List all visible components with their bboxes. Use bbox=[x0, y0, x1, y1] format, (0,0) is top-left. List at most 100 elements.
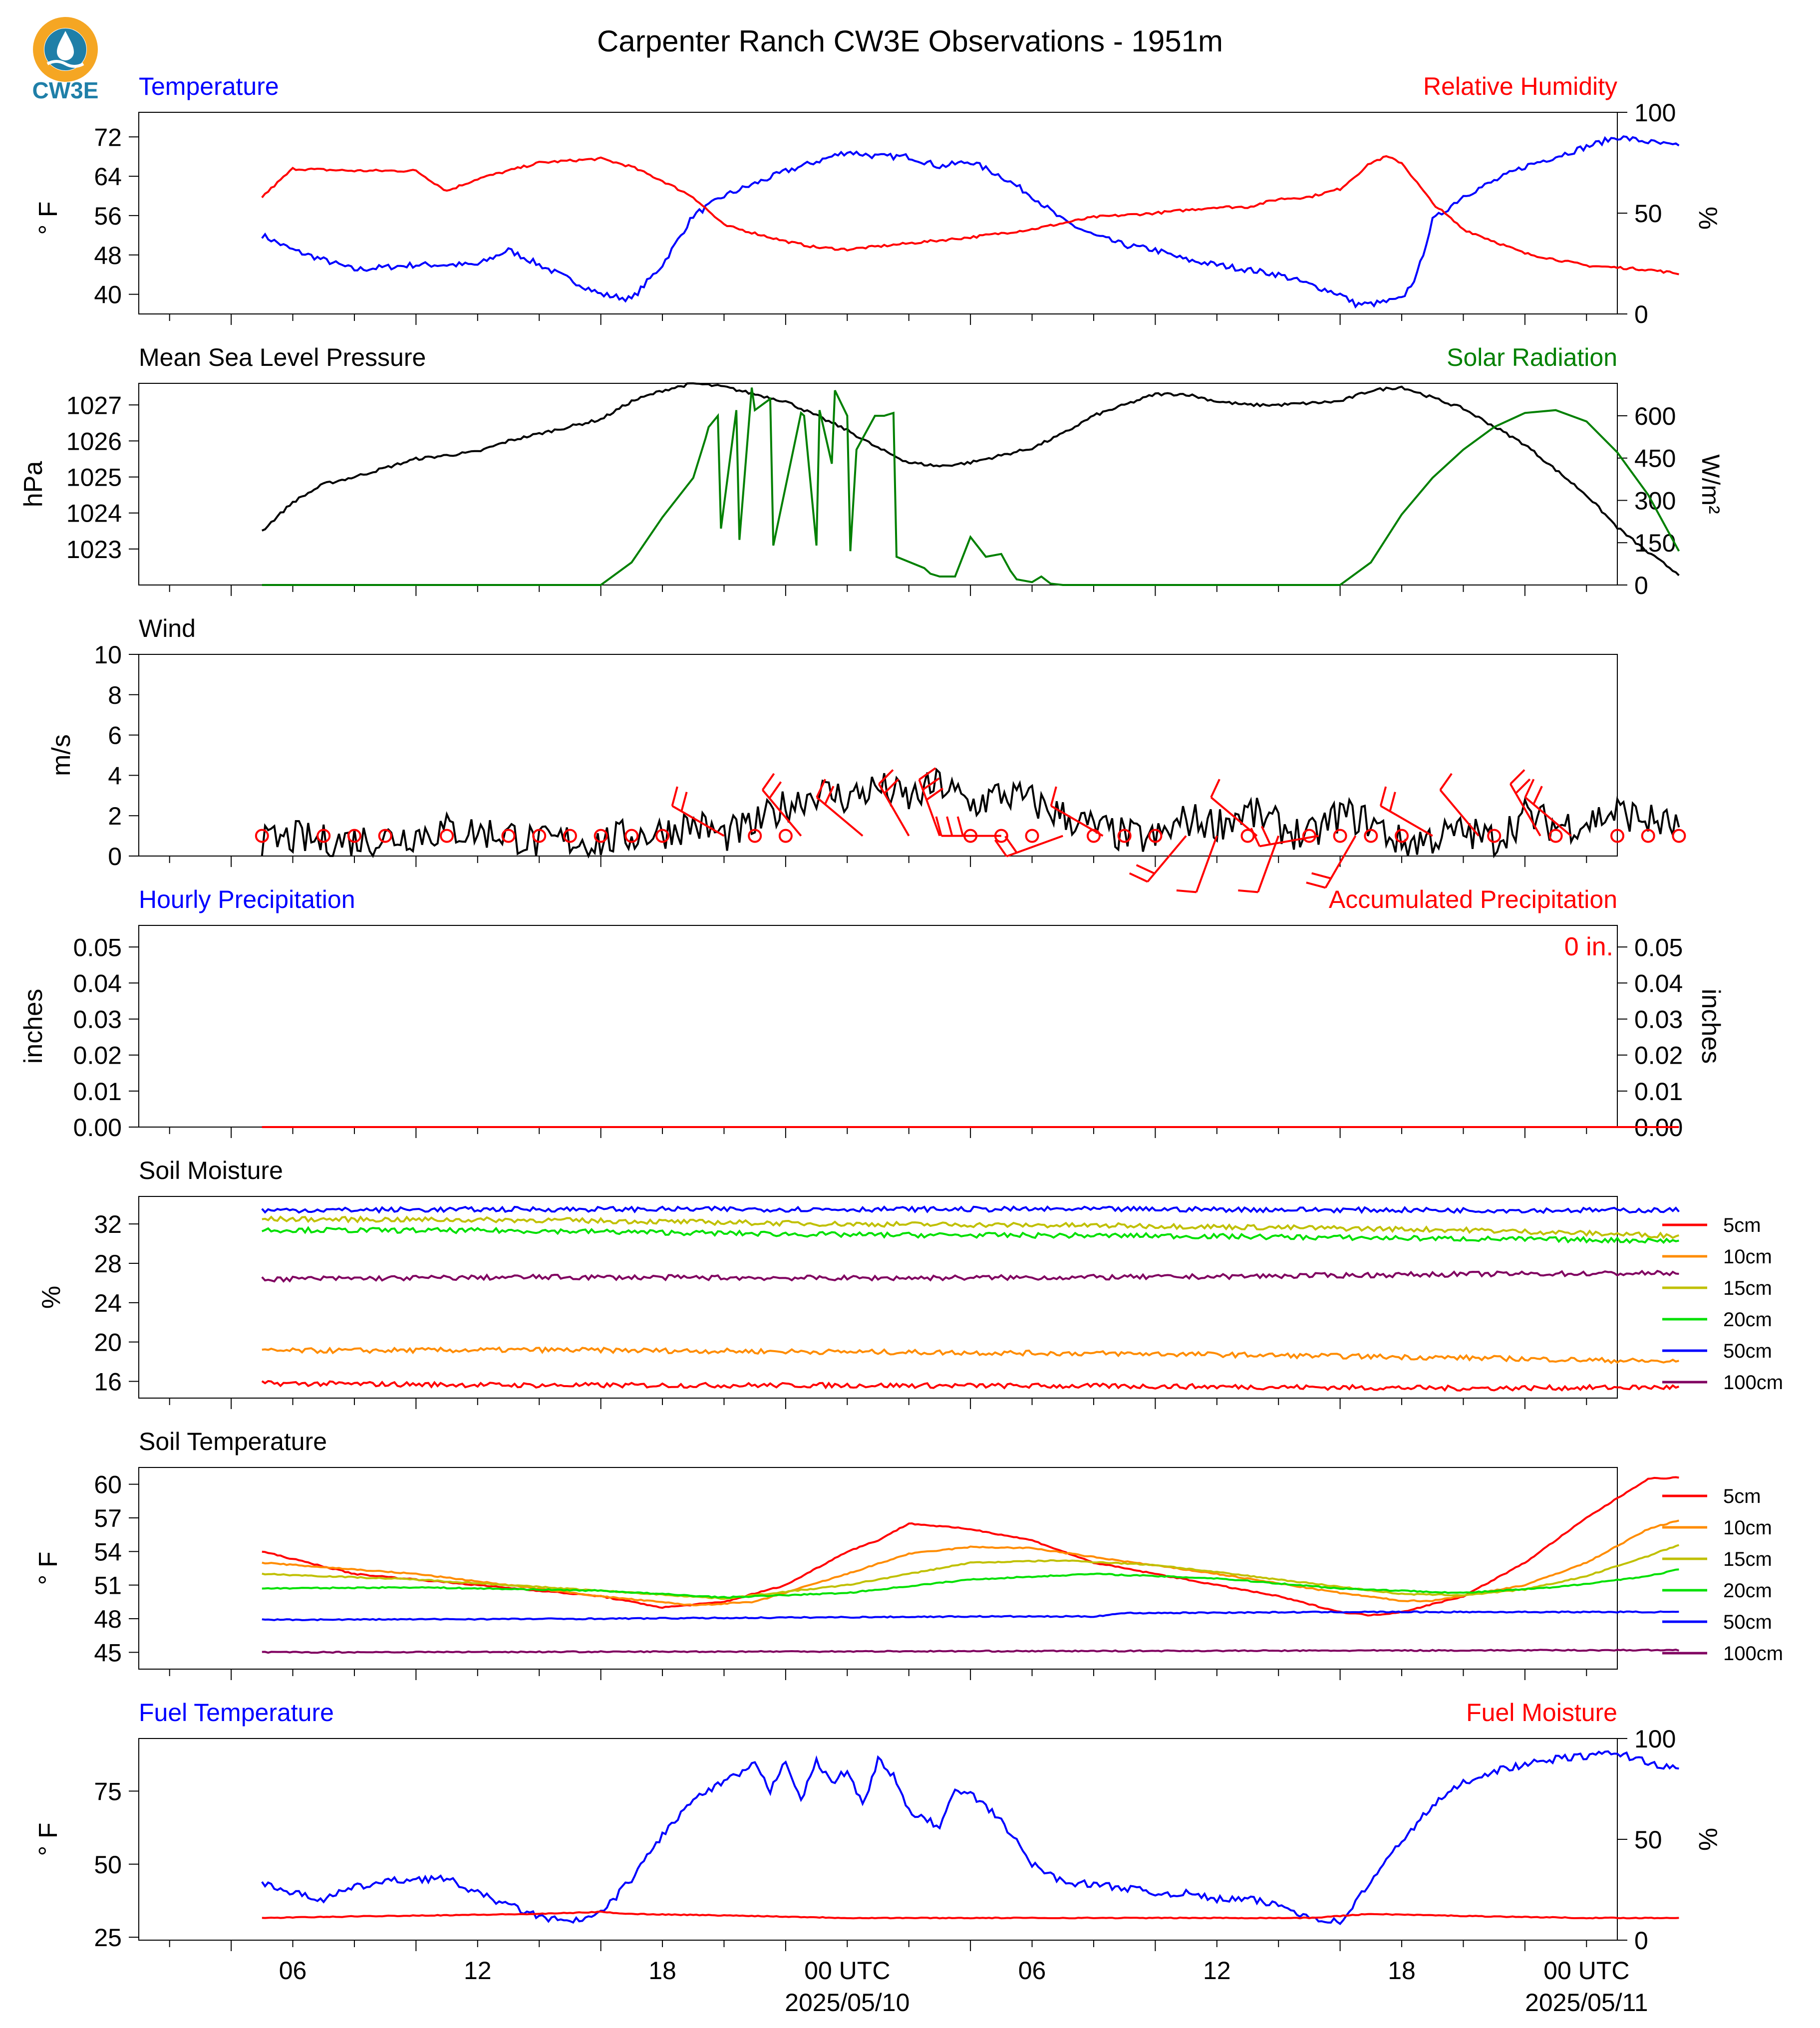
wind-barb-calm bbox=[1117, 829, 1132, 843]
wind-barb-calm bbox=[1548, 829, 1563, 843]
legend-label: 15cm bbox=[1723, 1277, 1772, 1299]
y-tick-label-right: 0.02 bbox=[1634, 1042, 1683, 1070]
wind-barb-calm bbox=[624, 829, 639, 843]
panel-precipitation: Hourly Precipitation Accumulated Precipi… bbox=[19, 885, 1725, 1142]
y-tick-label-right: 50 bbox=[1634, 200, 1662, 228]
wind-barb-calm bbox=[316, 829, 331, 843]
y-tick-label-left: 64 bbox=[94, 163, 122, 191]
wind-barb-calm bbox=[1672, 829, 1686, 843]
y-tick-label-right: 0 bbox=[1634, 300, 1648, 328]
cw3e-logo: CW3E bbox=[32, 17, 98, 103]
panel-left-title: Temperature bbox=[139, 72, 279, 100]
wind-barb-calm bbox=[501, 829, 516, 843]
legend: 5cm 10cm 15cm 20cm 50cm 100cm bbox=[1662, 1485, 1783, 1665]
y-axis-label-right: % bbox=[1693, 1828, 1722, 1851]
plot-frame bbox=[138, 1196, 1618, 1399]
x-tick-date-label: 2025/05/10 bbox=[785, 1989, 910, 2017]
wind-barb-flag bbox=[1379, 786, 1387, 807]
y-tick-label-left: 60 bbox=[94, 1471, 122, 1499]
wind-barb-flag bbox=[878, 769, 894, 785]
axis-ticks: 32 28 24 20 16 bbox=[94, 1210, 1587, 1409]
y-tick-label-left: 40 bbox=[94, 281, 122, 309]
axis-ticks: 60 57 54 51 48 45 bbox=[94, 1471, 1587, 1680]
legend-label: 50cm bbox=[1723, 1340, 1772, 1362]
y-tick-label-left: 16 bbox=[94, 1368, 122, 1396]
wind-barb-flag bbox=[1439, 773, 1453, 791]
y-tick-label-left: 0.04 bbox=[73, 969, 122, 997]
legend: 5cm 10cm 15cm 20cm 50cm 100cm bbox=[1662, 1214, 1783, 1394]
axis-ticks: 72 64 56 48 40 100 50 0 bbox=[94, 99, 1676, 328]
y-tick-label-right: 0.03 bbox=[1634, 1006, 1683, 1034]
series-line-15cm bbox=[262, 1215, 1680, 1239]
panel-left-title: Hourly Precipitation bbox=[139, 885, 355, 913]
y-tick-label-right: 0.01 bbox=[1634, 1078, 1683, 1106]
wind-barb-flag bbox=[816, 779, 826, 798]
series-line-5cm bbox=[261, 1380, 1680, 1392]
wind-barb-flag bbox=[1510, 769, 1525, 785]
y-tick-label-left: 25 bbox=[94, 1924, 122, 1952]
y-tick-label-left: 1024 bbox=[66, 500, 122, 528]
wind-barb-calm bbox=[748, 829, 762, 843]
y-axis-label-left: m/s bbox=[47, 734, 76, 776]
series-line-temperature bbox=[261, 135, 1680, 309]
series-line-wind-speed bbox=[261, 767, 1680, 859]
y-tick-label-left: 24 bbox=[94, 1289, 122, 1317]
wind-barb-flag bbox=[956, 816, 964, 837]
x-tick-label: 18 bbox=[1388, 1957, 1416, 1985]
series-group bbox=[261, 1750, 1679, 1925]
wind-barb-flag bbox=[768, 781, 782, 799]
y-tick-label-right: 450 bbox=[1634, 445, 1676, 473]
panel-left-title: Wind bbox=[139, 614, 196, 642]
wind-barb-calm bbox=[440, 829, 454, 843]
x-tick-label: 12 bbox=[1203, 1957, 1231, 1985]
series-line-5cm bbox=[262, 1476, 1679, 1617]
wind-barb-flag bbox=[1524, 779, 1535, 798]
wind-barb-shaft bbox=[1195, 835, 1218, 893]
plot-frame bbox=[138, 1738, 1618, 1941]
x-tick-label: 00 UTC bbox=[804, 1957, 890, 1985]
wind-barb-flag bbox=[946, 816, 953, 837]
y-tick-label-left: 48 bbox=[94, 242, 122, 270]
panel-wind: Wind m/s 10 8 6 4 2 0 bbox=[47, 614, 1686, 893]
series-line-fuel-moisture bbox=[262, 1910, 1679, 1920]
wind-barb-flag bbox=[671, 786, 678, 807]
x-tick-label: 18 bbox=[648, 1957, 676, 1985]
wind-barb-shaft bbox=[1050, 805, 1104, 837]
y-tick-label-right: 0.05 bbox=[1634, 933, 1683, 961]
y-tick-label-left: 4 bbox=[108, 762, 122, 790]
plot-frame bbox=[138, 383, 1618, 585]
series-line-50cm bbox=[261, 1205, 1680, 1214]
axis-ticks: 10 8 6 4 2 0 bbox=[94, 641, 1587, 870]
plot-frame bbox=[138, 112, 1618, 314]
y-tick-label-left: 0.03 bbox=[73, 1006, 122, 1034]
legend-label: 10cm bbox=[1723, 1246, 1772, 1268]
y-axis-label-left: ° F bbox=[34, 1551, 63, 1585]
y-tick-label-left: 0.00 bbox=[73, 1114, 122, 1142]
legend-label: 100cm bbox=[1723, 1372, 1783, 1394]
y-tick-label-left: 1026 bbox=[66, 427, 122, 455]
x-tick-label: 06 bbox=[1018, 1957, 1046, 1985]
y-tick-label-left: 56 bbox=[94, 202, 122, 230]
y-tick-label-left: 75 bbox=[94, 1777, 122, 1805]
legend-label: 20cm bbox=[1723, 1580, 1772, 1602]
panel-left-title: Soil Temperature bbox=[139, 1428, 327, 1455]
wind-barb-flag bbox=[1004, 836, 1018, 854]
legend-label: 20cm bbox=[1723, 1309, 1772, 1331]
y-tick-label-left: 0 bbox=[108, 843, 122, 870]
y-tick-label-right: 0 bbox=[1634, 572, 1648, 599]
y-tick-label-left: 1023 bbox=[66, 536, 122, 564]
wind-barb-flag bbox=[1250, 828, 1261, 847]
y-tick-label-left: 0.05 bbox=[73, 933, 122, 961]
panel-left-title: Mean Sea Level Pressure bbox=[139, 343, 426, 371]
series-group bbox=[261, 767, 1680, 859]
wind-barb-flag bbox=[761, 773, 775, 791]
panel-soil-temperature: Soil Temperature ° F 60 57 54 51 48 45 5cm 10c… bbox=[34, 1428, 1783, 1680]
y-tick-label-left: 48 bbox=[94, 1605, 122, 1633]
x-axis-tick-labels: 06 12 18 00 UTC 2025/05/10 06 12 18 00 UTC 2025/0… bbox=[279, 1957, 1648, 2017]
wind-barb-calm bbox=[594, 829, 608, 843]
panel-right-title: Accumulated Precipitation bbox=[1329, 885, 1617, 913]
y-axis-label-right: % bbox=[1693, 207, 1722, 230]
y-axis-label-right: inches bbox=[1696, 989, 1725, 1064]
series-line-15cm bbox=[262, 1544, 1680, 1600]
